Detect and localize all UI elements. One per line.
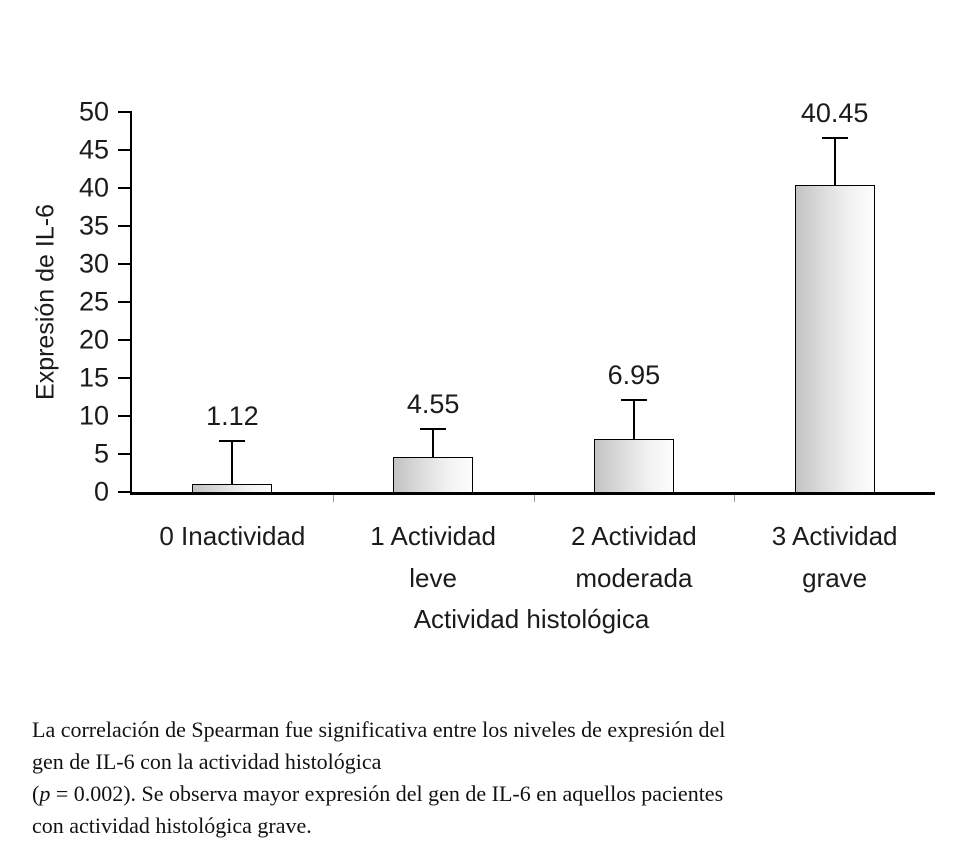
y-tick-label: 30 (78, 248, 109, 279)
y-tick-mark (118, 339, 132, 341)
bar-value-label: 40.45 (800, 97, 869, 128)
bar-slot: 6.95 2 Actividad moderada (534, 112, 735, 593)
y-tick-label: 45 (78, 134, 109, 165)
y-tick-label: 10 (78, 400, 109, 431)
y-tick-mark (118, 377, 132, 379)
error-bar-whisker (231, 442, 234, 484)
x-axis-title: Actividad histológica (413, 604, 650, 634)
y-tick-mark (118, 491, 132, 493)
error-bar-whisker (632, 401, 635, 440)
y-axis: 0 5 10 15 20 25 30 35 40 45 50 (0, 98, 113, 505)
y-tick-mark (118, 225, 132, 227)
bar (192, 483, 273, 492)
y-tick-mark (118, 187, 132, 189)
y-tick-label: 25 (78, 286, 109, 317)
caption-p-symbol: p (39, 780, 51, 806)
x-category-label: 2 Actividad moderada (571, 521, 697, 593)
bar-slot: 1.12 0 Inactividad (132, 112, 333, 551)
x-tick-mark (332, 495, 334, 502)
caption-line-3: (p = 0.002). Se observa mayor expresión … (32, 778, 927, 810)
y-tick-label: 35 (78, 210, 109, 241)
error-bar-cap (620, 399, 647, 402)
bar-value-label: 6.95 (607, 360, 661, 391)
error-bar-cap (219, 440, 246, 443)
bar-value-label: 4.55 (406, 389, 460, 420)
bar (794, 184, 875, 492)
x-category-label: 1 Actividad leve (370, 521, 496, 593)
y-tick-label: 0 (93, 476, 109, 507)
y-tick-mark (118, 111, 132, 113)
caption-line-3-rest: = 0.002). Se observa mayor expresión del… (50, 780, 724, 806)
bar (393, 457, 474, 492)
error-bar-cap (821, 136, 848, 139)
caption-line-4: con actividad histológica grave. (32, 812, 312, 838)
x-category-label: 0 Inactividad (159, 521, 306, 551)
y-tick-mark (118, 301, 132, 303)
bar (593, 439, 674, 492)
caption-line-1: La correlación de Spearman fue significa… (32, 717, 726, 742)
caption-line-2: gen de IL-6 con la actividad histológica (32, 748, 382, 774)
y-tick-label: 5 (93, 438, 109, 469)
bar-slot: 4.55 1 Actividad leve (333, 112, 534, 593)
caption-paren-open: ( (32, 780, 40, 806)
error-bar-whisker (432, 430, 435, 458)
y-tick-label: 40 (78, 172, 109, 203)
y-tick-mark (118, 453, 132, 455)
x-category-label: 3 Actividad grave (771, 521, 898, 593)
y-tick-mark (118, 415, 132, 417)
figure-caption: La correlación de Spearman fue significa… (32, 714, 927, 842)
y-tick-label: 50 (78, 96, 109, 127)
x-tick-mark (734, 495, 736, 502)
x-tick-mark (533, 495, 535, 502)
bar-slot: 40.45 3 Actividad grave (734, 99, 935, 592)
error-bar-cap (420, 428, 447, 431)
y-tick-mark (118, 149, 132, 151)
bar-value-label: 1.12 (206, 401, 259, 432)
plot-area: 1.12 0 Inactividad 4.55 1 Actividad leve 6.9… (118, 99, 935, 593)
error-bar-whisker (833, 139, 836, 185)
y-tick-label: 20 (78, 324, 109, 355)
y-tick-label: 15 (78, 362, 109, 393)
y-tick-mark (118, 263, 132, 265)
